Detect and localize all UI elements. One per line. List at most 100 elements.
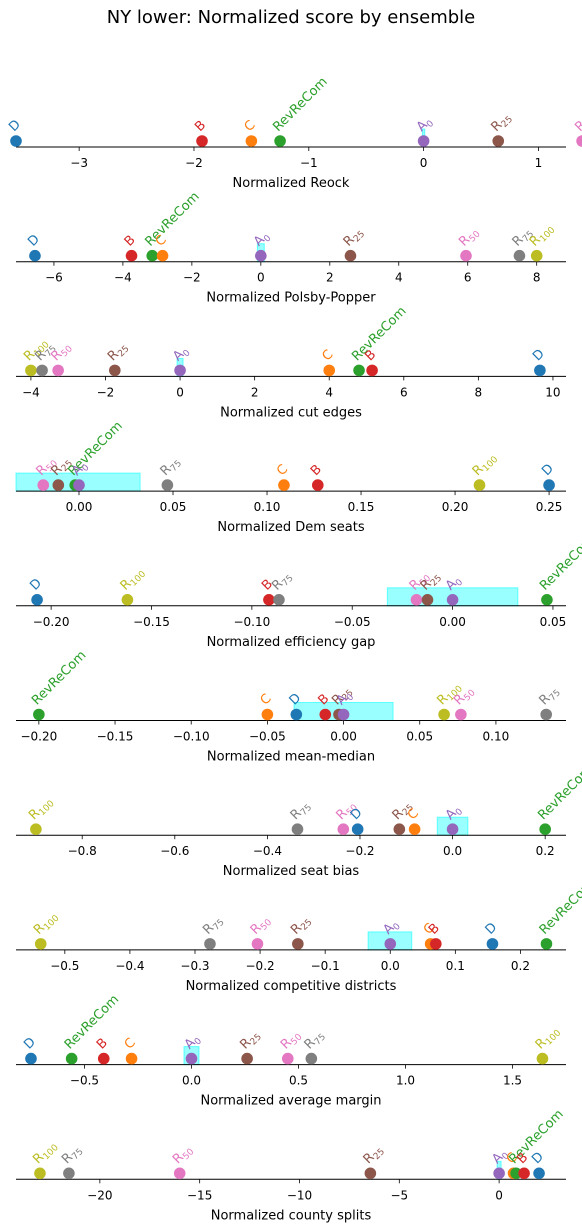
x-tick-label: −0.10 bbox=[173, 730, 210, 744]
x-tick-label: −0.4 bbox=[253, 844, 282, 858]
subplot-8: −0.5 −0.4 −0.3 −0.2 −0.1 0.0 0.1 0.2 Normalized … bbox=[16, 877, 582, 994]
x-axis-label: Normalized mean-median bbox=[207, 750, 375, 765]
point-C bbox=[125, 1052, 138, 1065]
point-label-RevReCom: RevReCom bbox=[537, 877, 582, 937]
point-label-R75: R75 bbox=[536, 683, 563, 710]
point-R100 bbox=[530, 249, 543, 262]
point-D bbox=[29, 249, 41, 262]
point-RevReCom bbox=[65, 1052, 78, 1065]
point-A0 bbox=[417, 135, 430, 147]
point-label-R100: R100 bbox=[30, 1138, 61, 1169]
subplot-10: −20 −15 −10 −5 0 Normalized county splits R100… bbox=[16, 1107, 567, 1223]
point-R25 bbox=[241, 1052, 253, 1065]
x-tick-label: −0.6 bbox=[160, 844, 189, 858]
point-label-B: B bbox=[308, 462, 325, 479]
point-R75 bbox=[273, 594, 285, 606]
point-label-C: C bbox=[274, 462, 291, 479]
point-B bbox=[125, 249, 138, 262]
x-tick-label: −20 bbox=[87, 1188, 112, 1202]
point-label-RevReCom: RevReCom bbox=[29, 648, 89, 708]
point-label-R75: R75 bbox=[302, 1027, 329, 1054]
point-label-R75: R75 bbox=[158, 454, 185, 481]
point-RevReCom bbox=[353, 364, 365, 377]
point-RevReCom bbox=[540, 938, 553, 950]
x-axis-label: Normalized efficiency gap bbox=[207, 635, 376, 650]
point-label-R100: R100 bbox=[470, 450, 501, 481]
point-label-C: C bbox=[405, 806, 422, 823]
point-R50 bbox=[52, 364, 64, 377]
point-R75 bbox=[36, 364, 48, 377]
x-axis-label: Normalized cut edges bbox=[220, 405, 362, 420]
x-tick-label: −2 bbox=[97, 385, 115, 399]
subplot-2: −6 −4 −2 0 2 4 6 8 Normalized Polsby-Popper D B Rev… bbox=[16, 189, 566, 306]
point-A0 bbox=[337, 708, 350, 721]
point-label-R50: R50 bbox=[248, 912, 275, 939]
point-R50 bbox=[281, 1052, 294, 1065]
point-C bbox=[156, 249, 169, 262]
point-label-RevReCom: RevReCom bbox=[535, 763, 582, 823]
point-label-R100: R100 bbox=[31, 908, 62, 939]
x-tick-label: −3 bbox=[70, 156, 88, 170]
point-A0 bbox=[446, 823, 459, 835]
x-tick-label: 0.00 bbox=[66, 500, 93, 514]
point-A0 bbox=[255, 249, 267, 262]
point-R50 bbox=[251, 938, 264, 950]
x-tick-label: 0.0 bbox=[443, 844, 462, 858]
point-label-A0: A0 bbox=[251, 228, 274, 251]
x-tick-label: −0.2 bbox=[345, 844, 374, 858]
x-tick-label: 8 bbox=[533, 271, 541, 285]
x-tick-label: 10 bbox=[545, 385, 560, 399]
point-R100 bbox=[473, 479, 486, 491]
point-D bbox=[486, 938, 499, 950]
subplot-1: −3 −2 −1 0 1 Normalized Reock D B C RevReCom A0 R25… bbox=[6, 75, 582, 191]
point-R25 bbox=[344, 249, 357, 262]
x-tick-label: −0.05 bbox=[249, 730, 286, 744]
x-tick-label: −0.5 bbox=[70, 1074, 99, 1088]
point-label-D: D bbox=[27, 576, 45, 594]
point-label-D: D bbox=[483, 920, 501, 938]
point-label-C: C bbox=[242, 118, 259, 135]
chart-title: NY lower: Normalized score by ensemble bbox=[106, 7, 476, 28]
point-B bbox=[430, 938, 442, 950]
point-label-R100: R100 bbox=[527, 220, 558, 251]
point-label-RevReCom: RevReCom bbox=[349, 304, 409, 364]
point-label-R100: R100 bbox=[533, 1023, 564, 1054]
point-label-R75: R75 bbox=[200, 913, 227, 940]
point-label-R25: R25 bbox=[361, 1142, 388, 1169]
subplot-9: −0.5 0.0 0.5 1.0 1.5 Normalized average margi… bbox=[16, 992, 566, 1109]
x-tick-label: −0.3 bbox=[180, 959, 209, 973]
point-R25 bbox=[393, 823, 406, 835]
x-tick-label: −0.4 bbox=[115, 959, 144, 973]
point-D bbox=[534, 364, 546, 377]
x-tick-label: 0.2 bbox=[511, 959, 530, 973]
x-tick-label: 0 bbox=[176, 385, 184, 399]
x-tick-label: −4 bbox=[114, 271, 132, 285]
point-label-R100: R100 bbox=[118, 564, 149, 595]
x-tick-label: 0.05 bbox=[540, 615, 567, 629]
x-tick-label: −2 bbox=[183, 271, 201, 285]
point-D bbox=[25, 1052, 37, 1065]
x-tick-label: 0.10 bbox=[254, 500, 281, 514]
point-B bbox=[196, 135, 208, 147]
point-label-R25: R25 bbox=[105, 339, 132, 366]
point-R50 bbox=[337, 823, 350, 835]
x-tick-label: −0.10 bbox=[233, 615, 270, 629]
point-label-R50: R50 bbox=[48, 339, 75, 366]
point-R100 bbox=[34, 1167, 46, 1180]
point-label-R25: R25 bbox=[341, 224, 368, 251]
x-tick-label: 0.1 bbox=[446, 959, 465, 973]
x-tick-label: −0.15 bbox=[97, 730, 134, 744]
x-tick-label: −0.05 bbox=[334, 615, 371, 629]
point-label-D: D bbox=[530, 347, 548, 365]
x-tick-label: 2 bbox=[251, 385, 259, 399]
point-label-C: C bbox=[319, 347, 336, 364]
point-label-R50: R50 bbox=[456, 224, 483, 251]
point-RevReCom bbox=[33, 708, 45, 721]
x-axis-label: Normalized county splits bbox=[211, 1208, 372, 1223]
point-A0 bbox=[185, 1052, 198, 1065]
x-axis-label: Normalized competitive districts bbox=[186, 979, 397, 994]
x-tick-label: 2 bbox=[326, 271, 334, 285]
point-R100 bbox=[438, 708, 450, 721]
